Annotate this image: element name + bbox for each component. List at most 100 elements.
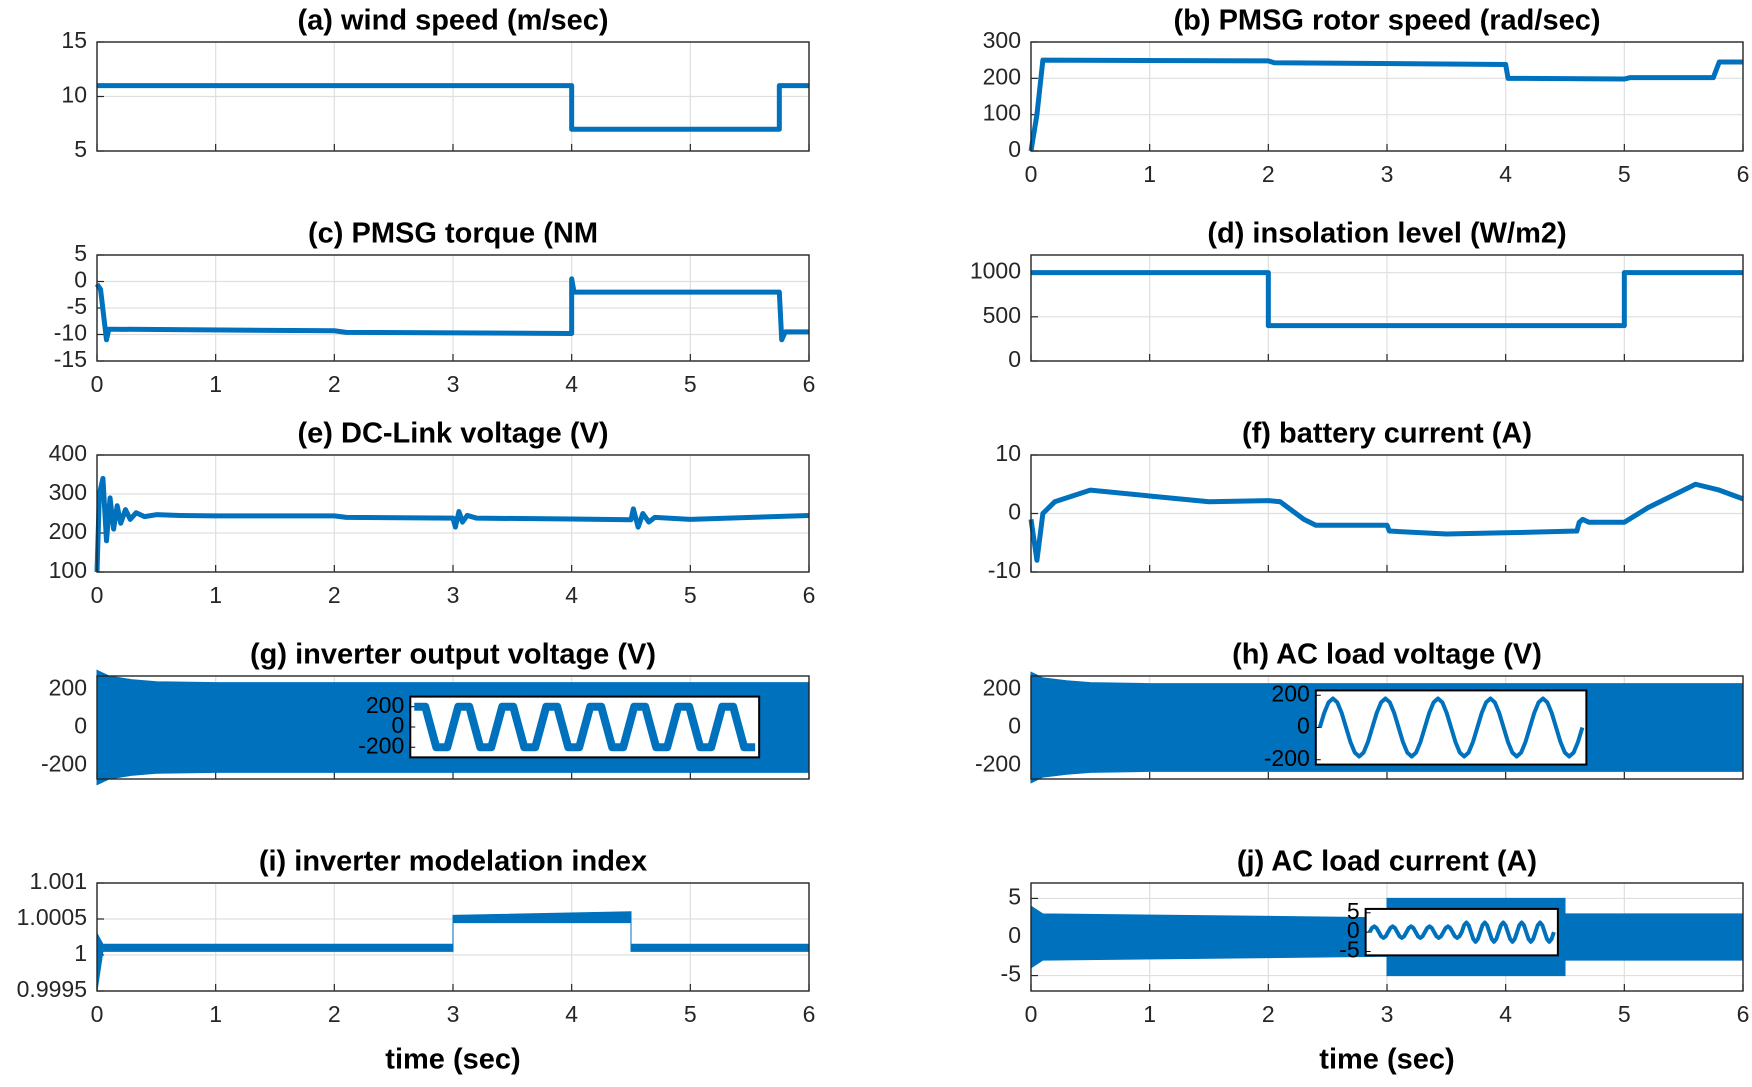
x-tick-label: 5: [684, 371, 697, 397]
y-tick-label: 15: [61, 27, 87, 53]
axes-box: [96, 675, 810, 780]
y-tick-label: 1: [74, 940, 87, 966]
x-tick-label: 4: [565, 371, 578, 397]
axes-box: [96, 254, 810, 362]
y-tick-label: -200: [975, 751, 1021, 777]
data-line: [97, 83, 809, 132]
inset-y-tick-label: 0: [1347, 917, 1360, 943]
inset-y-tick-label: -5: [1339, 937, 1359, 963]
x-tick-label: 3: [1381, 161, 1394, 187]
panel: (h) AC load voltage (V) -200 0 200 -200 0 200: [975, 639, 1744, 784]
x-tick-label: 2: [328, 1001, 341, 1027]
y-tick-label: 200: [49, 518, 87, 544]
y-tick-label: -10: [988, 557, 1021, 583]
x-tick-label: 6: [1737, 1001, 1750, 1027]
y-tick-label: -5: [67, 293, 87, 319]
axes-box: [1030, 41, 1744, 152]
chart-title: (b) PMSG rotor speed (rad/sec): [1173, 5, 1600, 37]
y-tick-label: -15: [54, 346, 87, 372]
y-tick-label: 0.9995: [17, 976, 87, 1002]
x-tick-label: 3: [1381, 1001, 1394, 1027]
inset-y-tick-label: -200: [358, 732, 404, 758]
x-tick-label: 2: [1262, 161, 1275, 187]
x-tick-label: 6: [803, 371, 816, 397]
x-tick-label: 4: [565, 1001, 578, 1027]
y-tick-label: 0: [74, 267, 87, 293]
data-line: [94, 276, 809, 343]
inset-line: [1317, 696, 1585, 759]
axes-box: [1030, 454, 1744, 573]
x-tick-label: 3: [447, 371, 460, 397]
x-tick-label: 0: [1025, 161, 1038, 187]
y-tick-label: -5: [1001, 961, 1021, 987]
chart-title: (e) DC-Link voltage (V): [298, 418, 609, 450]
y-tick-label: 200: [49, 674, 87, 700]
data-line: [1028, 57, 1743, 152]
y-tick-label: 200: [983, 63, 1021, 89]
x-tick-label: 5: [1618, 1001, 1631, 1027]
inset-y-tick-label: 0: [1297, 713, 1310, 739]
y-tick-label: 200: [983, 674, 1021, 700]
x-tick-label: 5: [1618, 161, 1631, 187]
x-tick-label: 1: [209, 1001, 222, 1027]
chart-title: (i) inverter modelation index: [259, 846, 647, 878]
y-tick-label: 0: [1008, 713, 1021, 739]
panel: (i) inverter modelation index 0 1 2 3 4 5 6 0.99…: [17, 846, 816, 1076]
x-tick-label: 1: [209, 371, 222, 397]
x-tick-label: 2: [328, 582, 341, 608]
data-line: [94, 475, 810, 573]
axes-box: [1030, 675, 1744, 780]
x-tick-label: 6: [803, 1001, 816, 1027]
chart-title: (g) inverter output voltage (V): [250, 639, 656, 671]
x-tick-label: 6: [803, 582, 816, 608]
x-tick-label: 6: [1737, 161, 1750, 187]
inset-y-tick-label: 0: [391, 712, 404, 738]
y-tick-label: -10: [54, 320, 87, 346]
panel: (e) DC-Link voltage (V) 0 1 2 3 4 5 6 100 200 300 4…: [49, 418, 816, 608]
panel: (c) PMSG torque (NM0 1 2 3 4 5 6-15-10-505: [54, 218, 816, 397]
x-tick-label: 5: [684, 1001, 697, 1027]
panel: (b) PMSG rotor speed (rad/sec) 0 1 2 3 4 5 6 0 10…: [983, 5, 1750, 187]
inset-y-tick-label: 200: [366, 692, 404, 718]
x-tick-label: 1: [1143, 1001, 1156, 1027]
x-tick-label: 2: [1262, 1001, 1275, 1027]
y-tick-label: 1000: [970, 258, 1021, 284]
y-tick-label: 10: [995, 440, 1021, 466]
x-axis-label: time (sec): [385, 1044, 520, 1076]
y-tick-label: 100: [983, 100, 1021, 126]
y-tick-label: 0: [1008, 346, 1021, 372]
chart-title: (a) wind speed (m/sec): [297, 5, 608, 37]
y-tick-label: 5: [74, 240, 87, 266]
axes-box: [1030, 882, 1744, 992]
chart-title: (j) AC load current (A): [1237, 846, 1537, 878]
y-tick-label: 5: [74, 136, 87, 162]
y-tick-label: -200: [41, 751, 87, 777]
inset-line: [414, 702, 756, 752]
x-tick-label: 1: [1143, 161, 1156, 187]
x-tick-label: 4: [1499, 161, 1512, 187]
y-tick-label: 0: [1008, 136, 1021, 162]
axes-box: [1030, 254, 1744, 362]
axes-box: [96, 41, 810, 152]
panel: (f) battery current (A) -10 0 10: [988, 418, 1744, 583]
panel: (g) inverter output voltage (V)-2000200-…: [41, 639, 810, 786]
y-tick-label: 0: [1008, 922, 1021, 948]
chart-title: (c) PMSG torque (NM: [308, 218, 598, 250]
y-tick-label: 5: [1008, 884, 1021, 910]
y-tick-label: 500: [983, 302, 1021, 328]
panel: (a) wind speed (m/sec) 5 10 15: [61, 5, 810, 162]
panel: (j) AC load current (A)0 1 2 3 4 5 6-505-505ti…: [1001, 846, 1750, 1076]
x-tick-label: 3: [447, 582, 460, 608]
x-tick-label: 0: [1025, 1001, 1038, 1027]
x-tick-label: 5: [684, 582, 697, 608]
x-axis-label: time (sec): [1319, 1044, 1454, 1076]
y-tick-label: 1.0005: [17, 904, 87, 930]
chart-title: (h) AC load voltage (V): [1232, 639, 1542, 671]
y-tick-label: 0: [1008, 499, 1021, 525]
x-tick-label: 0: [91, 582, 104, 608]
panel: (d) insolation level (W/m2) 0 500 1000: [970, 218, 1744, 372]
x-tick-label: 4: [1499, 1001, 1512, 1027]
y-tick-label: 100: [49, 557, 87, 583]
